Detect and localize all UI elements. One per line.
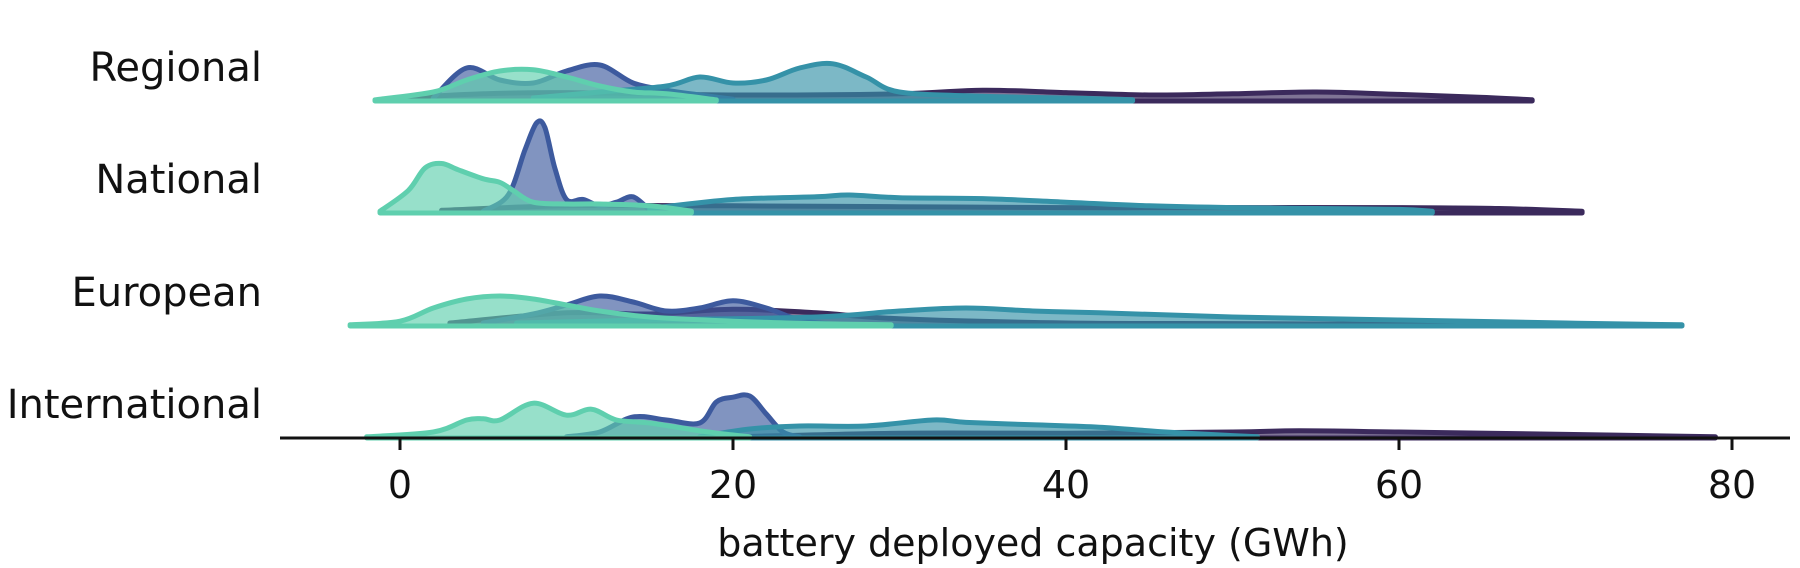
density-area-international-3 (699, 419, 1258, 438)
density-line-national-3 (647, 192, 1435, 216)
density-area-national-4 (380, 163, 692, 213)
x-axis-ticks: 0 20 40 60 80 (388, 438, 1756, 507)
density-line-regional-4 (372, 66, 719, 104)
x-tick-label-80: 80 (1708, 463, 1756, 507)
ridges-layer (347, 60, 1718, 441)
density-line-european-4 (347, 293, 894, 329)
density-line-european-3 (514, 305, 1685, 329)
density-line-international-4 (364, 400, 753, 441)
density-line-national-4 (377, 160, 694, 216)
row-label-regional: Regional (89, 45, 262, 91)
x-tick-label-40: 40 (1042, 463, 1090, 507)
ridge-row-international (364, 392, 1718, 441)
ridge-row-regional (372, 60, 1535, 104)
row-label-national: National (95, 157, 262, 203)
row-label-international: International (7, 382, 262, 428)
density-line-international-3 (697, 417, 1260, 441)
density-line-regional-3 (530, 60, 1136, 104)
density-area-regional-3 (533, 63, 1133, 101)
density-area-national-2 (483, 120, 650, 213)
ridge-row-national (377, 118, 1585, 216)
x-tick-label-20: 20 (709, 463, 757, 507)
row-label-european: European (71, 270, 262, 316)
density-area-international-4 (366, 403, 750, 438)
x-tick-label-0: 0 (388, 463, 412, 507)
density-line-national-2 (480, 118, 653, 216)
x-tick-label-60: 60 (1375, 463, 1423, 507)
density-area-european-4 (350, 296, 892, 326)
x-axis-title: battery deployed capacity (GWh) (717, 521, 1349, 565)
row-labels: Regional National European International (7, 45, 262, 428)
ridge-row-european (347, 293, 1685, 329)
